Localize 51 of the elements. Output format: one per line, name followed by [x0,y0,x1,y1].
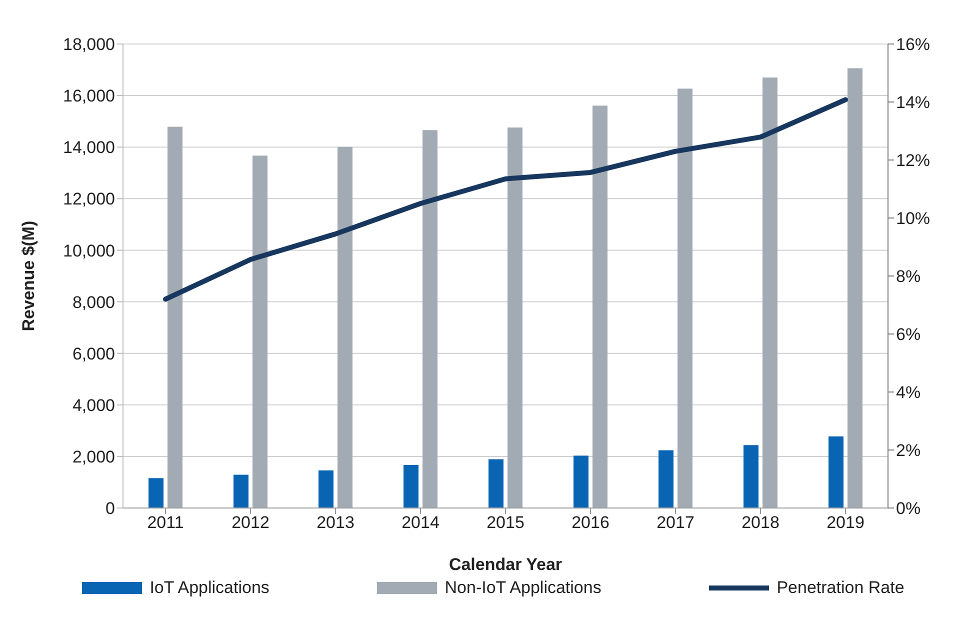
bar [252,156,268,508]
bar [592,106,608,508]
x-tick-label: 2015 [486,513,524,532]
bar [148,478,164,508]
y2-tick-label: 16% [896,35,930,54]
x-tick-label: 2011 [147,513,184,532]
x-tick-label: 2018 [742,513,780,532]
x-axis-title: Calendar Year [448,555,562,574]
legend-label: IoT Applications [150,578,270,598]
x-tick-label: 2019 [826,513,864,532]
x-tick-label: 2012 [232,513,270,532]
x-tick-label: 2013 [316,513,354,532]
x-tick-label: 2017 [656,513,694,532]
y-tick-label: 16,000 [63,86,115,106]
x-tick-label: 2016 [572,513,610,532]
bar [318,470,334,508]
y-tick-label: 8,000 [72,292,115,312]
y-axis-title: Revenue $(M) [19,220,38,332]
bar [828,436,844,508]
y2-tick-label: 10% [896,209,930,228]
y2-tick-label: 6% [896,325,921,344]
bar [422,130,438,508]
bar [508,128,522,508]
bar [848,68,862,508]
y2-tick-label: 12% [896,151,930,170]
y2-tick-label: 8% [896,267,921,286]
bar [168,126,182,508]
y2-tick-label: 0% [896,499,921,518]
x-tick-label: 2014 [402,513,440,532]
y-tick-label: 18,000 [63,35,115,54]
y-tick-label: 14,000 [63,138,115,158]
bar [574,456,588,508]
bar [744,445,758,508]
y2-tick-label: 14% [896,93,930,112]
legend-label: Non-IoT Applications [444,578,602,598]
y-tick-label: 0 [106,499,115,518]
bar [658,450,674,508]
bar [404,464,418,508]
y-tick-label: 4,000 [72,396,115,415]
y2-tick-label: 4% [896,383,921,402]
y-tick-label: 6,000 [72,344,115,364]
bar [678,88,692,508]
legend-label: Penetration Rate [776,578,904,598]
y-tick-label: 2,000 [72,447,115,466]
bar [762,78,778,508]
y2-tick-label: 2% [896,441,921,460]
y-tick-label: 12,000 [63,190,115,209]
y-tick-label: 10,000 [63,241,115,260]
bar [488,459,504,508]
bar [338,146,352,508]
bar [234,474,248,508]
